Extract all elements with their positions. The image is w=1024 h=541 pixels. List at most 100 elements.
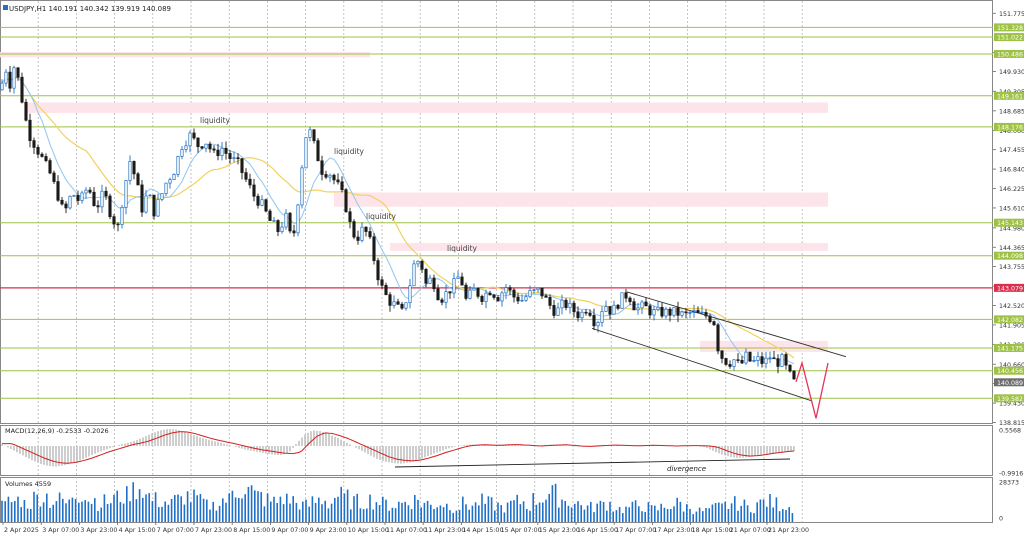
candle-body — [552, 305, 556, 316]
candle-body — [216, 149, 220, 156]
candle-body — [8, 71, 12, 89]
candle-body — [572, 302, 576, 313]
liquidity-label-2: liquidity — [334, 147, 365, 156]
macd-tick-label: -0.9916 — [999, 471, 1023, 478]
candle-body — [348, 211, 352, 222]
candle-body — [328, 174, 332, 178]
candle-body — [448, 291, 452, 294]
y-tick-label: 149.930 — [999, 69, 1024, 76]
level-labels: 151.328 151.022 150.486 149.161 148.176 145.1… — [994, 23, 1024, 403]
candle-body — [356, 236, 360, 241]
candle-body — [524, 296, 528, 301]
candle-body — [88, 189, 92, 193]
level-label: 148.176 — [997, 124, 1023, 131]
x-tick-label: 9 Apr 23:00 — [310, 527, 347, 534]
candle-body — [444, 291, 448, 303]
level-label: 140.456 — [997, 368, 1023, 375]
x-tick-label: 7 Apr 23:00 — [195, 527, 232, 534]
level-label: 139.582 — [997, 396, 1023, 403]
candle-body — [604, 306, 608, 312]
candle-body — [488, 292, 492, 296]
liquidity-zone — [26, 102, 828, 113]
candle-body — [416, 260, 420, 265]
candle-body — [740, 359, 744, 364]
candle-body — [404, 302, 408, 309]
candle-body — [716, 324, 720, 352]
volume-tick-label: 0 — [999, 516, 1003, 523]
level-label: 140.089 — [997, 380, 1023, 387]
candle-body — [168, 179, 172, 184]
candle-body — [4, 71, 8, 84]
candle-body — [336, 179, 340, 183]
candle-body — [124, 180, 128, 208]
y-tick-label: 143.755 — [999, 264, 1024, 271]
volume-title: Volumes 4559 — [5, 480, 51, 488]
candle-body — [320, 160, 324, 175]
forecast-zigzag — [795, 360, 829, 419]
candle-body — [760, 356, 764, 364]
candle-body — [180, 149, 184, 157]
x-tick-label: 21 Apr 07:00 — [730, 527, 771, 534]
candle-body — [600, 311, 604, 323]
candle-body — [68, 195, 72, 209]
candle-body — [200, 146, 204, 149]
candle-body — [364, 226, 368, 232]
candle-body — [724, 358, 728, 365]
level-label-box — [994, 394, 1024, 403]
level-label-box — [994, 49, 1024, 58]
liquidity-zone — [334, 192, 828, 207]
candle-body — [52, 172, 56, 182]
x-tick-label: 15 Apr 07:00 — [501, 527, 542, 534]
candle-body — [0, 82, 4, 91]
y-tick-label: 142.520 — [999, 303, 1024, 310]
candle-body — [484, 292, 488, 302]
candle-body — [316, 140, 320, 162]
candle-body — [48, 160, 52, 174]
divergence-label: divergence — [667, 465, 706, 473]
candle-body — [528, 290, 532, 298]
candle-body — [720, 350, 724, 359]
candle-body — [388, 294, 392, 306]
candle-body — [308, 129, 312, 138]
macd-tick-label: 0.5568 — [999, 428, 1021, 435]
x-tick-label: 3 Apr 23:00 — [80, 527, 117, 534]
level-label: 149.161 — [997, 93, 1023, 100]
candle-body — [456, 276, 460, 279]
candle-body — [332, 174, 336, 181]
candle-body — [664, 308, 668, 317]
x-tick-label: 9 Apr 07:00 — [271, 527, 308, 534]
candle-body — [464, 284, 468, 299]
candle-body — [276, 220, 280, 232]
candle-body — [292, 230, 296, 234]
y-tick-label: 146.840 — [999, 167, 1024, 174]
candle-body — [496, 297, 500, 302]
divergence-line — [394, 458, 791, 468]
candle-body — [156, 198, 160, 217]
candle-body — [556, 307, 560, 316]
candle-body — [700, 312, 704, 314]
x-tick-label: 8 Apr 15:00 — [233, 527, 270, 534]
y-tick-label: 151.775 — [999, 11, 1024, 18]
level-label-box — [994, 378, 1024, 387]
candle-body — [776, 358, 780, 367]
level-label-box — [994, 91, 1024, 100]
candle-body — [756, 356, 760, 361]
candle-body — [264, 199, 268, 212]
candle-body — [164, 182, 168, 194]
candle-body — [92, 191, 96, 206]
candle-body — [608, 306, 612, 315]
y-tick-label: 148.060 — [999, 128, 1024, 135]
macd-title: MACD(12,26,9) -0.2533 -0.2026 — [5, 427, 109, 435]
candle-body — [60, 199, 64, 205]
x-tick-label: 18 Apr 15:00 — [692, 527, 733, 534]
candle-body — [728, 364, 732, 367]
candle-body — [396, 301, 400, 305]
y-tick-label: 144.365 — [999, 245, 1024, 252]
candle-body — [24, 101, 28, 121]
x-tick-label: 21 Apr 23:00 — [768, 527, 809, 534]
candle-body — [624, 292, 628, 299]
levels — [0, 26, 993, 399]
candle-body — [516, 296, 520, 302]
level-label: 142.082 — [997, 317, 1023, 324]
